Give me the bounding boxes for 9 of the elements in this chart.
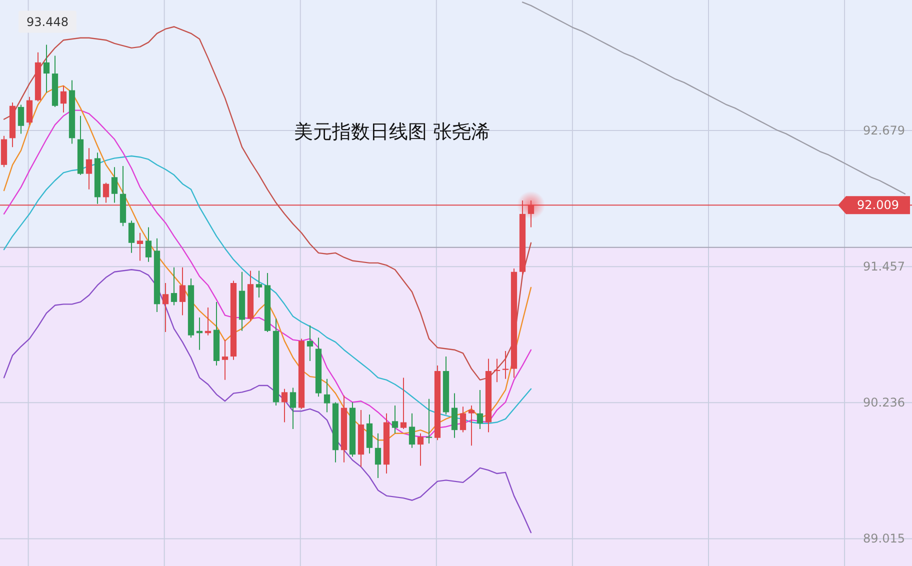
y-tick-label: 91.457 [863,260,905,274]
title: 美元指数日线图 张尧浠 [294,121,490,143]
annotation: 93.448 [26,14,68,29]
y-tick-label: 90.236 [863,396,905,410]
y-tick-label: 89.015 [863,532,905,546]
annotation: 93.448 [18,10,76,33]
ref-label: 92.009 [838,196,910,214]
y-tick-label: 92.679 [863,123,905,138]
ref-line-label: 92.009 [857,198,899,212]
